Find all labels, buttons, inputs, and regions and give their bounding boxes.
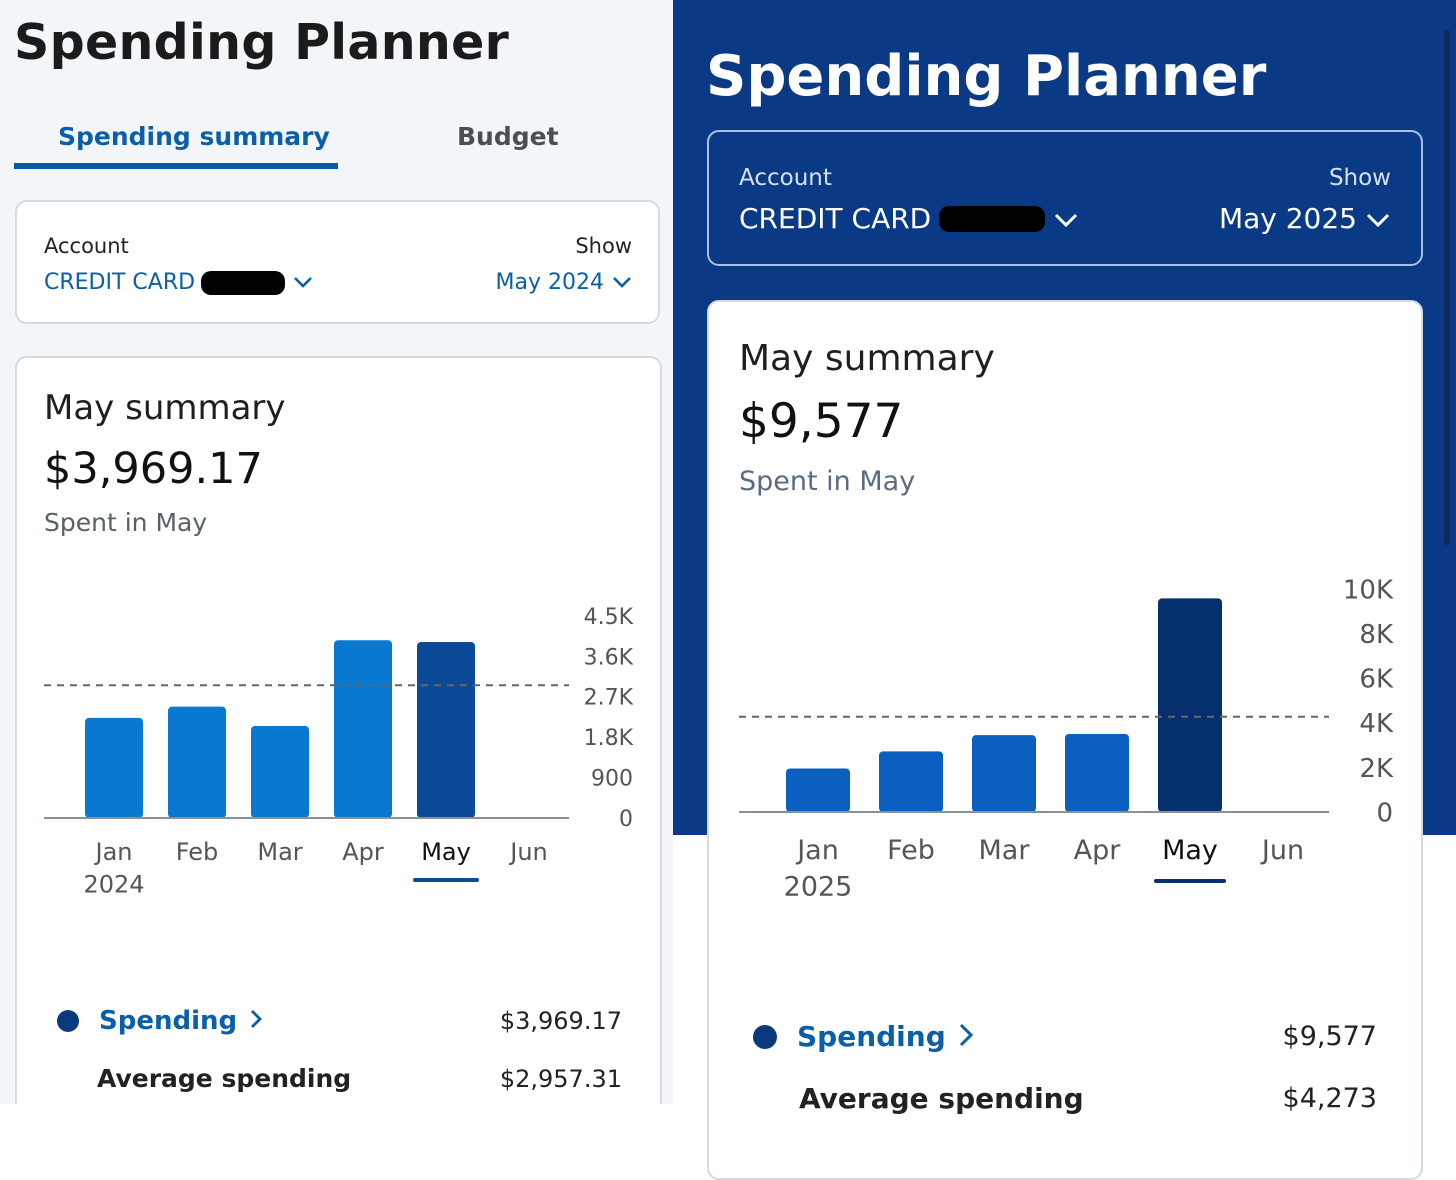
bar-jan[interactable] bbox=[85, 717, 143, 818]
chevron-down-icon bbox=[612, 270, 632, 295]
show-label: Show bbox=[575, 234, 632, 258]
bar-mar[interactable] bbox=[972, 735, 1036, 812]
x-tick-label[interactable]: Apr bbox=[342, 838, 384, 866]
tab-spending-summary[interactable]: Spending summary bbox=[58, 122, 330, 151]
bar-may[interactable] bbox=[1158, 598, 1222, 812]
average-spending-amount: $2,957.31 bbox=[499, 1064, 622, 1093]
spending-legend-row[interactable]: Spending $9,577 bbox=[753, 1020, 1377, 1053]
y-tick-label: 8K bbox=[1359, 620, 1394, 650]
y-tick-label: 900 bbox=[591, 767, 633, 792]
account-value: CREDIT CARD bbox=[739, 202, 932, 235]
left-screenshot: Spending Planner Spending summary Budget… bbox=[0, 0, 673, 1104]
spending-amount: $9,577 bbox=[1282, 1021, 1377, 1052]
account-dropdown[interactable]: CREDIT CARD bbox=[44, 270, 313, 295]
y-tick-label: 6K bbox=[1359, 665, 1394, 695]
x-tick-label[interactable]: Jan bbox=[795, 835, 839, 866]
spending-legend-row[interactable]: Spending $3,969.17 bbox=[57, 1006, 622, 1036]
y-tick-label: 0 bbox=[619, 807, 633, 832]
year-label: 2024 bbox=[83, 870, 144, 898]
summary-title: May summary bbox=[44, 388, 286, 428]
chevron-down-icon bbox=[1053, 202, 1079, 235]
account-selector-card: Account Show CREDIT CARD May 2024 bbox=[15, 200, 660, 324]
bar-apr[interactable] bbox=[334, 640, 392, 818]
average-spending-label: Average spending bbox=[97, 1064, 352, 1093]
average-spending-label: Average spending bbox=[799, 1082, 1084, 1115]
account-selector-card: Account Show CREDIT CARD May 2025 bbox=[707, 130, 1423, 266]
x-tick-label[interactable]: May bbox=[421, 838, 471, 866]
redaction-mark bbox=[939, 205, 1046, 232]
x-tick-label[interactable]: Jan bbox=[94, 838, 133, 866]
y-tick-label: 3.6K bbox=[584, 645, 634, 670]
spending-link[interactable]: Spending bbox=[99, 1006, 238, 1036]
tab-budget[interactable]: Budget bbox=[457, 122, 559, 151]
month-value: May 2024 bbox=[495, 270, 604, 295]
chevron-down-icon bbox=[293, 270, 313, 295]
year-label: 2025 bbox=[784, 871, 853, 902]
y-tick-label: 4.5K bbox=[584, 605, 634, 630]
legend-dot-icon bbox=[753, 1024, 777, 1049]
summary-card: May summary $3,969.17 Spent in May 4.5K 3… bbox=[15, 356, 662, 1104]
bar-feb[interactable] bbox=[879, 751, 943, 812]
page-title: Spending Planner bbox=[14, 14, 510, 71]
spending-bar-chart: 4.5K 3.6K 2.7K 1.8K 900 0 Jan 2024 Feb Mar Apr May J… bbox=[44, 605, 634, 898]
bar-may[interactable] bbox=[417, 642, 475, 818]
selected-month-indicator bbox=[1154, 879, 1226, 883]
y-tick-label: 1.8K bbox=[584, 726, 634, 751]
bar-jan[interactable] bbox=[786, 768, 850, 812]
legend-dot-icon bbox=[57, 1010, 79, 1032]
y-tick-label: 4K bbox=[1359, 709, 1394, 739]
spending-amount: $3,969.17 bbox=[499, 1007, 622, 1035]
bar-apr[interactable] bbox=[1065, 733, 1129, 812]
selected-month-indicator bbox=[413, 878, 479, 882]
right-screenshot: Spending Planner Account Show CREDIT CAR… bbox=[673, 0, 1456, 1180]
x-tick-label[interactable]: Mar bbox=[979, 835, 1031, 866]
account-label: Account bbox=[739, 165, 832, 191]
x-tick-label[interactable]: May bbox=[1162, 835, 1218, 866]
summary-title: May summary bbox=[739, 338, 995, 379]
spending-bar-chart: 10K 8K 6K 4K 2K 0 Jan 2025 Feb Mar Apr May Jun bbox=[739, 575, 1394, 902]
chevron-right-icon bbox=[958, 1022, 974, 1052]
summary-subtitle: Spent in May bbox=[44, 508, 208, 537]
y-tick-label: 2.7K bbox=[584, 686, 634, 711]
x-tick-label[interactable]: Jun bbox=[508, 838, 548, 866]
account-value: CREDIT CARD bbox=[44, 270, 196, 295]
y-tick-label: 10K bbox=[1343, 575, 1394, 605]
y-tick-label: 2K bbox=[1359, 754, 1394, 784]
summary-amount: $3,969.17 bbox=[44, 444, 263, 494]
x-tick-label[interactable]: Jun bbox=[1260, 835, 1304, 866]
account-label: Account bbox=[44, 234, 129, 258]
account-dropdown[interactable]: CREDIT CARD bbox=[739, 202, 1079, 235]
redaction-mark bbox=[201, 270, 286, 295]
x-tick-label[interactable]: Apr bbox=[1074, 835, 1122, 866]
y-tick-label: 0 bbox=[1376, 798, 1393, 828]
chevron-right-icon bbox=[249, 1008, 263, 1034]
average-legend-row: Average spending $2,957.31 bbox=[97, 1064, 622, 1093]
page-title: Spending Planner bbox=[706, 44, 1267, 109]
x-tick-label[interactable]: Feb bbox=[887, 835, 935, 866]
active-tab-indicator bbox=[14, 163, 338, 169]
summary-card: May summary $9,577 Spent in May 10K 8K 6K 4… bbox=[707, 300, 1423, 1180]
summary-amount: $9,577 bbox=[739, 394, 904, 449]
chevron-down-icon bbox=[1365, 202, 1391, 235]
x-tick-label[interactable]: Feb bbox=[176, 838, 219, 866]
month-dropdown[interactable]: May 2025 bbox=[1219, 202, 1391, 235]
month-dropdown[interactable]: May 2024 bbox=[496, 270, 632, 295]
x-tick-label[interactable]: Mar bbox=[257, 838, 302, 866]
summary-subtitle: Spent in May bbox=[739, 466, 916, 497]
average-spending-amount: $4,273 bbox=[1282, 1083, 1377, 1114]
bar-mar[interactable] bbox=[251, 725, 309, 818]
show-label: Show bbox=[1328, 165, 1391, 191]
spending-link[interactable]: Spending bbox=[797, 1020, 946, 1053]
month-value: May 2025 bbox=[1218, 202, 1357, 235]
average-legend-row: Average spending $4,273 bbox=[799, 1082, 1377, 1115]
bar-feb[interactable] bbox=[168, 706, 226, 818]
scrollbar[interactable] bbox=[1444, 30, 1450, 545]
